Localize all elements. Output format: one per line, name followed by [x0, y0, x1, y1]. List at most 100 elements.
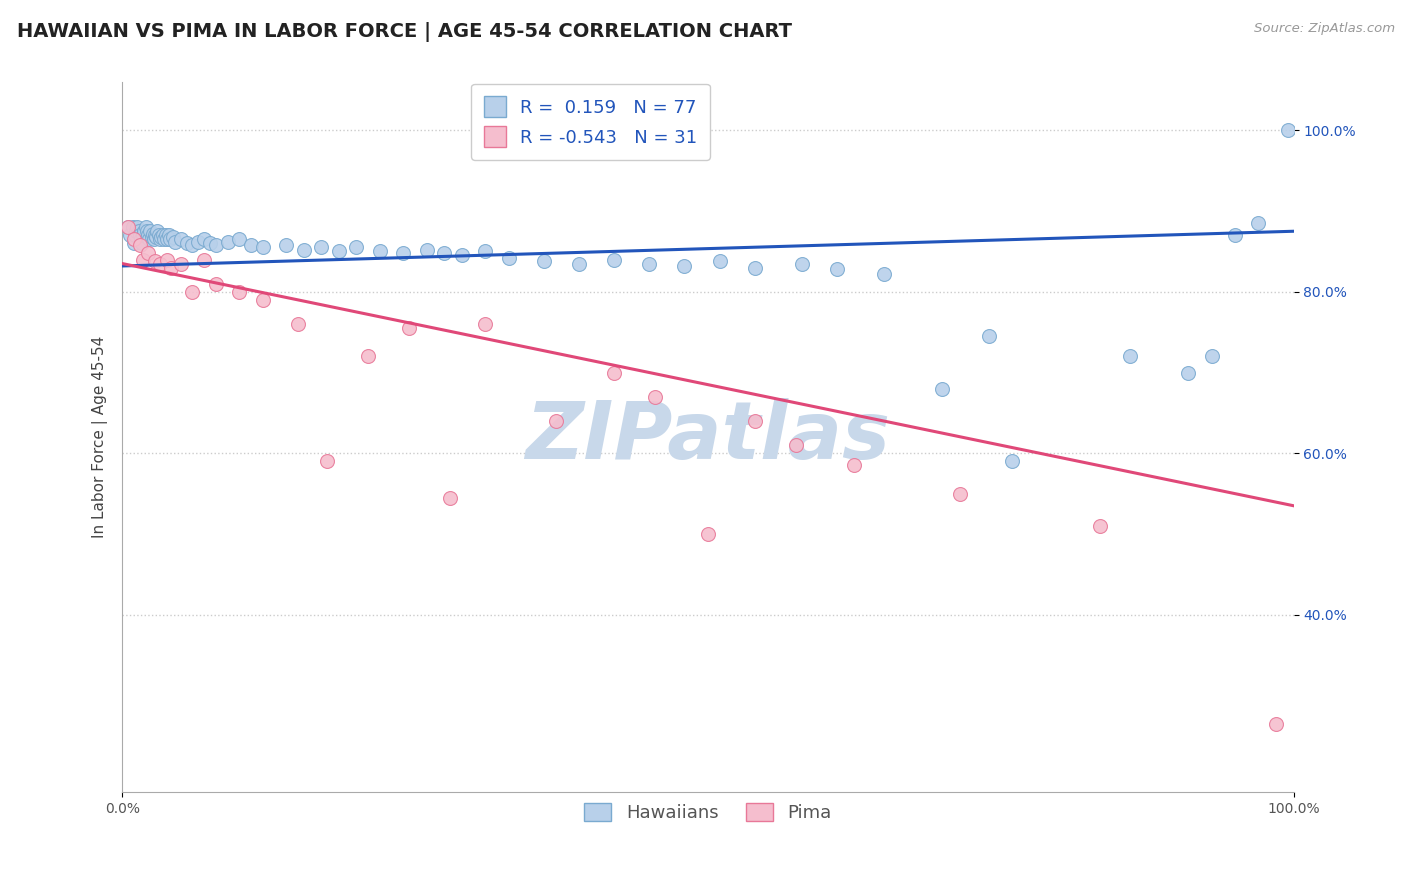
Point: [673, 259, 696, 273]
Point: [135, 220, 157, 235]
Point: [145, 230, 167, 244]
Point: [155, 228, 177, 243]
Point: [122, 236, 145, 251]
Point: [181, 238, 204, 252]
Point: [142, 232, 165, 246]
Point: [439, 491, 461, 505]
Point: [136, 228, 159, 243]
Point: [122, 232, 145, 246]
Point: [163, 235, 186, 249]
Point: [1001, 454, 1024, 468]
Point: [148, 228, 170, 243]
Point: [1118, 350, 1140, 364]
Legend: Hawaiians, Pima: Hawaiians, Pima: [576, 796, 838, 830]
Point: [156, 252, 179, 267]
Point: [149, 256, 172, 270]
Point: [187, 235, 209, 249]
Point: [346, 240, 368, 254]
Point: [709, 254, 731, 268]
Point: [125, 224, 148, 238]
Point: [132, 228, 155, 243]
Point: [744, 260, 766, 275]
Point: [156, 232, 179, 246]
Point: [844, 458, 866, 473]
Point: [696, 527, 718, 541]
Point: [138, 232, 160, 246]
Point: [949, 486, 972, 500]
Point: [544, 414, 567, 428]
Point: [176, 236, 198, 251]
Point: [368, 244, 391, 259]
Point: [872, 267, 894, 281]
Point: [287, 317, 309, 331]
Point: [162, 230, 184, 244]
Point: [205, 277, 228, 291]
Point: [181, 285, 204, 299]
Point: [228, 285, 250, 299]
Point: [638, 256, 661, 270]
Point: [240, 238, 263, 252]
Point: [1264, 716, 1286, 731]
Point: [127, 220, 149, 235]
Point: [149, 230, 172, 244]
Point: [159, 232, 181, 246]
Point: [136, 246, 159, 260]
Point: [198, 236, 221, 251]
Y-axis label: In Labor Force | Age 45-54: In Labor Force | Age 45-54: [93, 336, 108, 538]
Text: Source: ZipAtlas.com: Source: ZipAtlas.com: [1254, 22, 1395, 36]
Point: [433, 246, 456, 260]
Point: [117, 220, 139, 235]
Point: [205, 238, 228, 252]
Point: [1247, 216, 1270, 230]
Point: [135, 224, 157, 238]
Point: [131, 236, 153, 251]
Point: [132, 252, 155, 267]
Point: [141, 230, 163, 244]
Text: ZIPatlas: ZIPatlas: [526, 398, 890, 476]
Point: [252, 240, 274, 254]
Point: [193, 252, 215, 267]
Point: [129, 232, 152, 246]
Point: [152, 228, 174, 243]
Point: [644, 390, 666, 404]
Text: HAWAIIAN VS PIMA IN LABOR FORCE | AGE 45-54 CORRELATION CHART: HAWAIIAN VS PIMA IN LABOR FORCE | AGE 45…: [17, 22, 792, 42]
Point: [217, 235, 239, 249]
Point: [117, 220, 139, 235]
Point: [128, 228, 150, 243]
Point: [128, 238, 150, 252]
Point: [139, 224, 162, 238]
Point: [790, 256, 813, 270]
Point: [1201, 350, 1223, 364]
Point: [392, 246, 415, 260]
Point: [328, 244, 350, 259]
Point: [121, 220, 143, 235]
Point: [603, 366, 626, 380]
Point: [228, 232, 250, 246]
Point: [153, 232, 176, 246]
Point: [977, 329, 1000, 343]
Point: [120, 228, 142, 243]
Point: [143, 228, 166, 243]
Point: [128, 224, 150, 238]
Point: [451, 248, 474, 262]
Point: [252, 293, 274, 307]
Point: [143, 254, 166, 268]
Point: [1090, 519, 1112, 533]
Point: [124, 228, 146, 243]
Point: [474, 244, 496, 259]
Point: [146, 224, 169, 238]
Point: [292, 243, 315, 257]
Point: [134, 224, 156, 238]
Point: [498, 251, 520, 265]
Point: [160, 260, 183, 275]
Point: [142, 227, 165, 241]
Point: [157, 228, 180, 243]
Point: [170, 256, 193, 270]
Point: [474, 317, 496, 331]
Point: [533, 254, 555, 268]
Point: [149, 232, 172, 246]
Point: [744, 414, 766, 428]
Point: [311, 240, 333, 254]
Point: [825, 262, 848, 277]
Point: [416, 243, 439, 257]
